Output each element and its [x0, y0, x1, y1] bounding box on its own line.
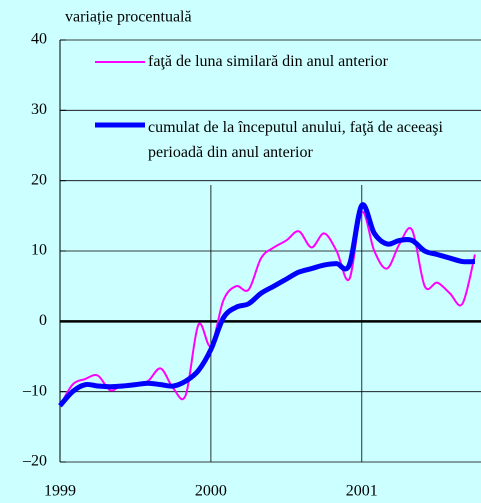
y-tick-label: 40: [31, 31, 47, 48]
y-axis-label: variație procentuală: [65, 9, 192, 26]
x-tick-label: 2000: [195, 483, 227, 500]
legend-text: cumulat de la începutul anului, faţă de …: [148, 119, 443, 161]
x-tick-label: 2001: [346, 483, 378, 500]
y-tick-label: 20: [31, 171, 47, 188]
y-tick-label: –20: [22, 453, 47, 470]
line-series: [58, 202, 476, 408]
y-tick-label: 0: [39, 312, 47, 329]
y-tick-label: 30: [31, 101, 47, 118]
y-tick-label: –10: [22, 382, 47, 399]
legend-label: cumulat de la începutul anului, faţă de …: [148, 116, 466, 165]
legend-text: faţă de luna similară din anul anterior: [148, 53, 388, 70]
legend-label: faţă de luna similară din anul anterior: [148, 50, 393, 75]
y-tick-label: 10: [31, 242, 47, 259]
x-tick-label: 1999: [44, 483, 76, 500]
